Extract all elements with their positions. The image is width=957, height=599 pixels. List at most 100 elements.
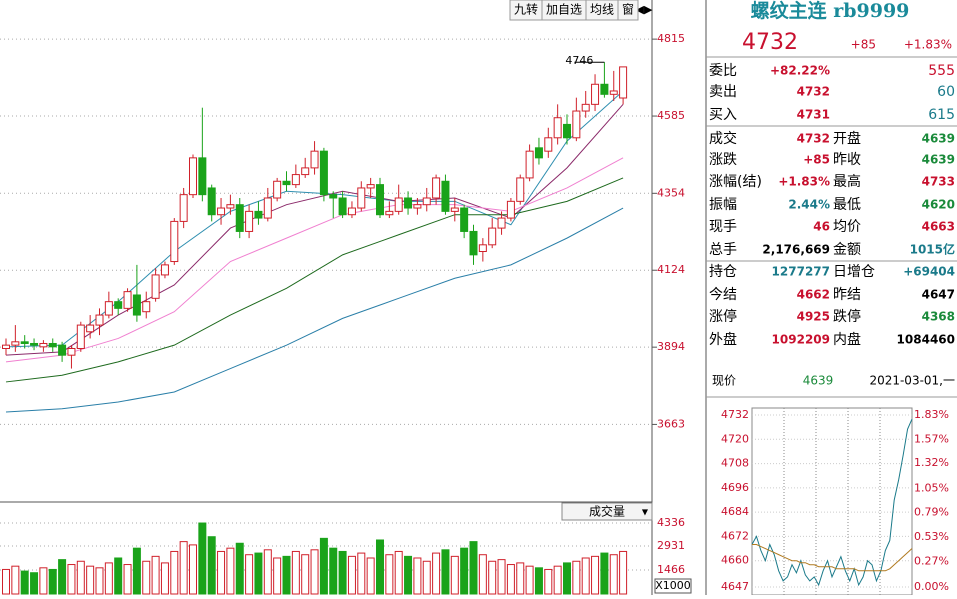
quote-cell: 今结 xyxy=(709,287,737,303)
quote-cell: 1092209 xyxy=(772,333,830,347)
intraday-pct-label: 1.83% xyxy=(914,408,949,421)
quote-cell: 昨收 xyxy=(833,152,861,168)
candle-body xyxy=(39,342,48,348)
volume-bar xyxy=(95,567,104,595)
toolbar-button[interactable] xyxy=(617,0,639,21)
candle-body xyxy=(245,210,254,232)
quote-cell: 4620 xyxy=(922,198,955,212)
volume-bar xyxy=(86,565,95,595)
candle-body xyxy=(450,207,459,212)
candle-body xyxy=(30,342,39,346)
quote-cell: 1015亿 xyxy=(910,242,955,257)
volume-bar xyxy=(609,554,618,595)
volume-bar xyxy=(226,547,235,595)
volume-bar xyxy=(254,552,263,595)
y-tick-label: 3663 xyxy=(657,417,685,430)
quote-title: 螺纹主连 rb9999 xyxy=(751,0,910,22)
volume-bar xyxy=(179,541,188,595)
moving-average xyxy=(5,104,624,356)
quote-cell: 涨跌 xyxy=(709,152,737,168)
quote-cell: 均价 xyxy=(833,219,861,235)
volume-bar xyxy=(170,550,179,595)
volume-bar xyxy=(404,555,413,595)
candle-body xyxy=(273,180,282,199)
volume-bar xyxy=(385,554,394,595)
candle-body xyxy=(506,200,515,219)
volume-bar xyxy=(488,560,497,595)
volume-bar xyxy=(394,550,403,595)
candle-body xyxy=(235,204,244,232)
candle-body xyxy=(394,197,403,212)
candle-body xyxy=(338,197,347,216)
candle-body xyxy=(609,90,618,95)
quote-cell: +1.83% xyxy=(778,175,830,189)
volume-bar xyxy=(30,572,39,595)
candle-body xyxy=(385,210,394,216)
volume-bar xyxy=(301,554,310,595)
volume-bar xyxy=(104,562,113,595)
volume-bar xyxy=(469,541,478,595)
candle-body xyxy=(581,103,590,112)
quote-cell: 成交 xyxy=(709,130,737,147)
toolbar-label[interactable]: 加自选 xyxy=(546,3,582,17)
candle-body xyxy=(207,187,216,216)
volume-bar xyxy=(497,559,506,595)
candle-body xyxy=(469,230,478,256)
volume-bar xyxy=(123,564,132,595)
quote-change: +85 xyxy=(851,38,876,52)
quote-cell: +82.22% xyxy=(770,64,830,78)
candle-body xyxy=(114,301,123,309)
candle-body xyxy=(226,204,235,209)
candle-body xyxy=(319,150,328,196)
quote-cell: +85 xyxy=(803,153,830,167)
candle-body xyxy=(544,137,553,152)
candle-body xyxy=(170,220,179,263)
volume-bar xyxy=(478,554,487,595)
candle-body xyxy=(572,110,581,139)
candle-body xyxy=(151,274,160,299)
candle-body xyxy=(301,167,310,176)
toolbar-label[interactable]: 九转 xyxy=(514,2,538,17)
quote-price: 4732 xyxy=(742,30,798,55)
candle-body xyxy=(76,324,85,349)
quote-cell: 振幅 xyxy=(709,197,737,213)
intraday-pct-label: 1.32% xyxy=(914,456,949,469)
candle-body xyxy=(347,207,356,216)
candle-body xyxy=(310,150,319,169)
volume-bar xyxy=(534,567,543,595)
candle-body xyxy=(48,342,57,348)
intraday-datetime: 2021-03-01,一 xyxy=(869,374,955,388)
volume-bar xyxy=(544,568,553,595)
quote-cell: 4368 xyxy=(922,310,955,324)
volume-bar xyxy=(366,557,375,595)
candle-body xyxy=(86,324,95,333)
quote-cell: 现手 xyxy=(709,219,737,235)
candle-body xyxy=(357,187,366,209)
quote-cell: 4733 xyxy=(922,175,955,189)
toolbar-icon[interactable]: ◀▶ xyxy=(636,3,653,16)
toolbar-label[interactable]: 窗 xyxy=(622,3,634,17)
volume-bar xyxy=(198,522,207,595)
volume-tick-label: 1466 xyxy=(657,563,685,576)
unit-box xyxy=(654,578,692,594)
y-tick-label: 4585 xyxy=(657,109,685,122)
y-tick-label: 4354 xyxy=(657,186,685,199)
volume-bar xyxy=(20,570,29,595)
volume-bar xyxy=(207,536,216,595)
intraday-label: 现价 xyxy=(712,374,736,388)
candle-body xyxy=(254,210,263,219)
candle-body xyxy=(516,177,525,202)
volume-dropdown[interactable] xyxy=(561,502,653,521)
volume-bar xyxy=(432,552,441,595)
candle-body xyxy=(404,197,413,209)
volume-bar xyxy=(563,562,571,595)
toolbar-label[interactable]: 均线 xyxy=(590,3,614,17)
quote-cell: 开盘 xyxy=(833,130,861,147)
volume-bar xyxy=(347,555,356,595)
volume-bar xyxy=(114,557,123,595)
quote-cell: 555 xyxy=(928,63,955,79)
volume-bar xyxy=(422,560,431,595)
intraday-tick-label: 4672 xyxy=(721,529,749,542)
volume-bar xyxy=(572,560,581,595)
candle-body xyxy=(11,341,20,346)
